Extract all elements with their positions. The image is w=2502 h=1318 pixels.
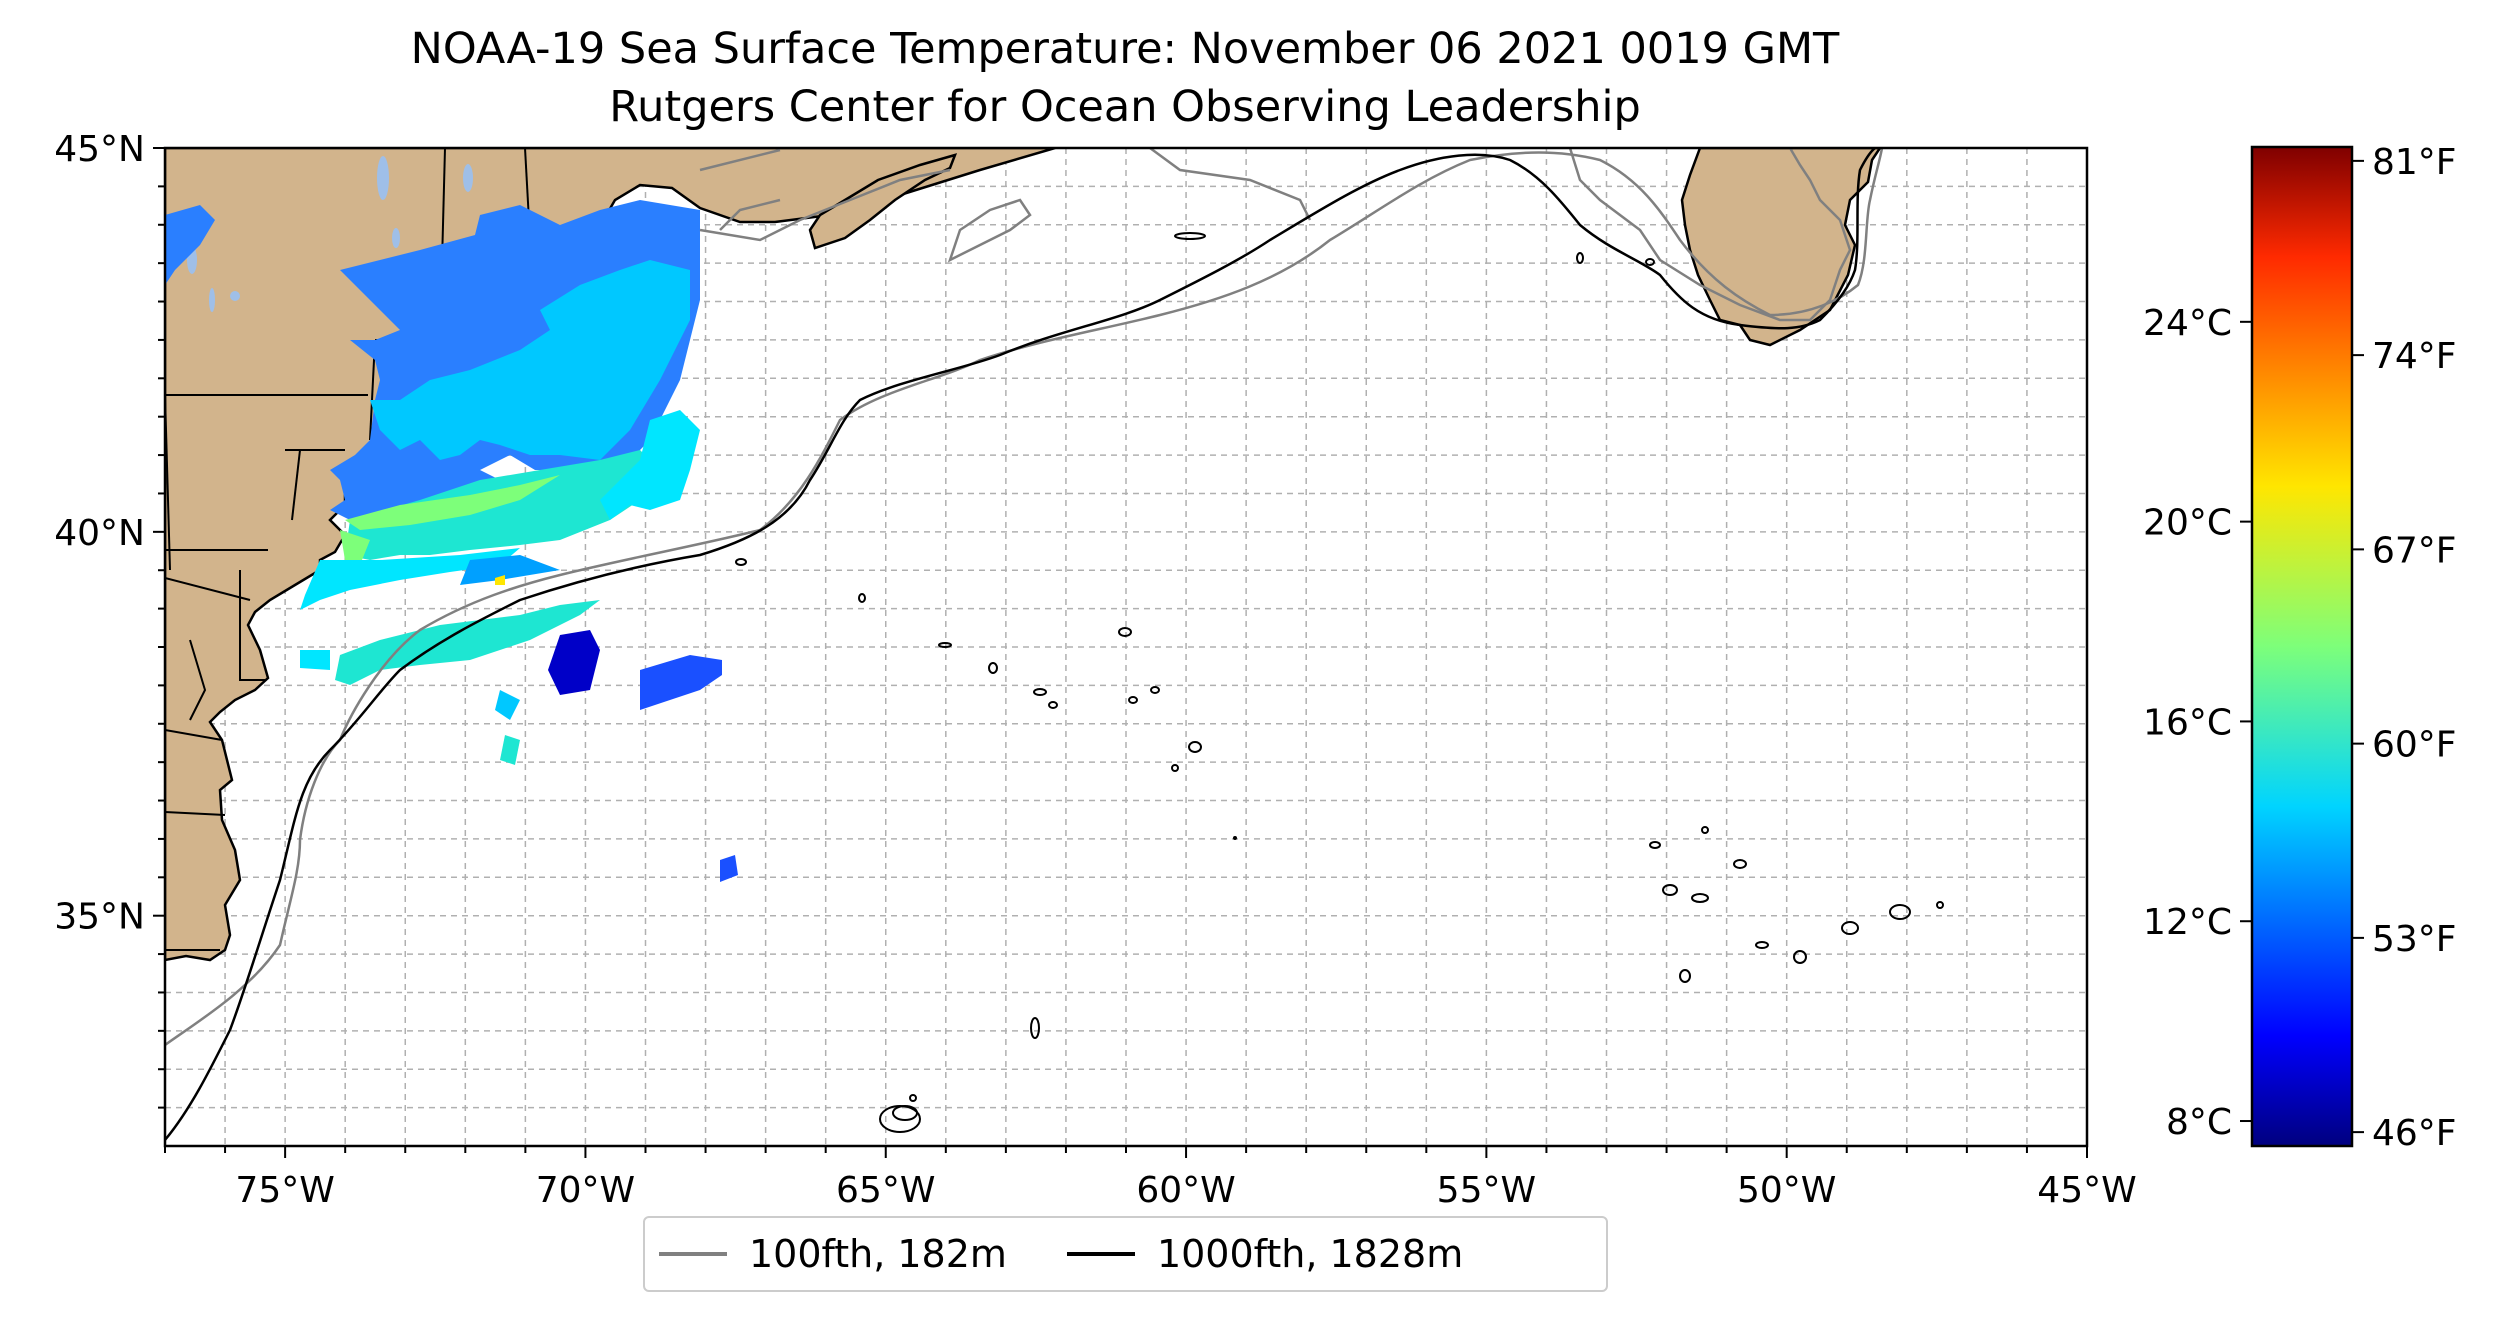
celsius-tick-label: 16°C (2143, 702, 2232, 743)
lat-tick-label: 45°N (54, 129, 145, 170)
contour-1000fth (165, 148, 1876, 1141)
legend-swatch-100fth (659, 1252, 727, 1256)
celsius-tick-label: 24°C (2143, 303, 2232, 344)
fahrenheit-tick-label: 81°F (2372, 142, 2457, 183)
lon-tick-label: 65°W (836, 1170, 935, 1211)
colorbar: 8°C 12°C 16°C 20°C 24°C 46°F 53°F 60°F 67°F 74°F… (2143, 142, 2456, 1154)
fahrenheit-tick-label: 67°F (2372, 530, 2457, 571)
lon-tick-label: 60°W (1136, 1170, 1235, 1211)
celsius-tick-label: 20°C (2143, 503, 2232, 544)
colorbar-gradient (2250, 145, 2354, 1148)
sst-data (165, 200, 738, 882)
colorbar-fahrenheit-axis: 46°F 53°F 60°F 67°F 74°F 81°F (2352, 142, 2457, 1154)
land-nova-scotia (808, 153, 958, 250)
contour-legend: 100fth, 182m 1000fth, 1828m (643, 1216, 1608, 1292)
colorbar-celsius-axis: 8°C 12°C 16°C 20°C 24°C (2143, 303, 2252, 1143)
lat-axis: 35°N 40°N 45°N (54, 129, 165, 1109)
lat-tick-label: 35°N (54, 897, 145, 938)
fahrenheit-tick-label: 46°F (2372, 1113, 2457, 1154)
lon-tick-label: 50°W (1737, 1170, 1836, 1211)
lon-tick-label: 70°W (536, 1170, 635, 1211)
lon-tick-label: 75°W (235, 1170, 334, 1211)
contour-100fth-banks (699, 148, 1852, 322)
chart-title: NOAA-19 Sea Surface Temperature: Novembe… (410, 24, 1840, 74)
map-area (165, 148, 2087, 1146)
celsius-tick-label: 8°C (2166, 1102, 2232, 1143)
legend-item-100fth: 100fth, 182m (659, 1232, 1007, 1276)
legend-item-1000fth: 1000fth, 1828m (1066, 1232, 1464, 1276)
celsius-tick-label: 12°C (2143, 902, 2232, 943)
chart-subtitle: Rutgers Center for Ocean Observing Leade… (609, 82, 1641, 132)
lon-tick-label: 45°W (2037, 1170, 2136, 1211)
lat-tick-label: 40°N (54, 513, 145, 554)
fahrenheit-tick-label: 74°F (2372, 336, 2457, 377)
fahrenheit-tick-label: 60°F (2372, 725, 2457, 766)
lon-tick-label: 55°W (1437, 1170, 1536, 1211)
legend-swatch-1000fth (1066, 1252, 1135, 1256)
lon-axis: 75°W 70°W 65°W 60°W 55°W 50°W 45°W (164, 1146, 2137, 1211)
legend-label-100fth: 100fth, 182m (749, 1232, 1007, 1276)
seamounts (735, 232, 1944, 1133)
legend-label-1000fth: 1000fth, 1828m (1156, 1232, 1464, 1276)
fahrenheit-tick-label: 53°F (2372, 919, 2457, 960)
